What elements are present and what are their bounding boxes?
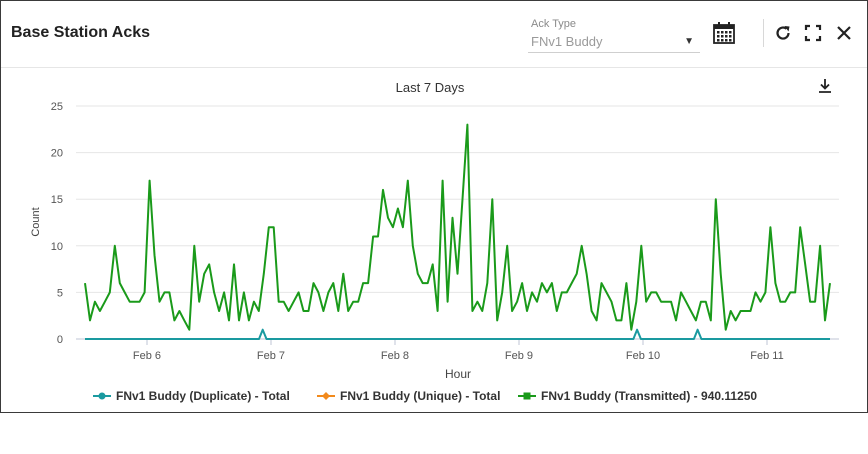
x-tick-label: Feb 6 xyxy=(133,350,161,362)
chart-title: Last 7 Days xyxy=(396,80,465,95)
y-tick-label: 0 xyxy=(57,334,63,346)
refresh-icon xyxy=(773,23,793,43)
x-tick-label: Feb 10 xyxy=(626,350,660,362)
legend-item-transmitted[interactable]: FNv1 Buddy (Transmitted) - 940.11250 xyxy=(518,389,757,403)
ack-type-select[interactable]: Ack Type FNv1 Buddy ▼ xyxy=(528,16,700,53)
y-axis-label: Count xyxy=(30,207,42,236)
header-divider xyxy=(763,19,764,47)
legend-circle-icon xyxy=(93,391,111,401)
refresh-button[interactable] xyxy=(770,20,796,46)
series-line-0[interactable] xyxy=(85,330,830,339)
chart-legend: FNv1 Buddy (Duplicate) - Total FNv1 Budd… xyxy=(1,389,867,407)
ack-type-value: FNv1 Buddy xyxy=(531,34,603,49)
legend-label-duplicate: FNv1 Buddy (Duplicate) - Total xyxy=(116,389,290,403)
close-button[interactable] xyxy=(831,20,857,46)
widget-header: Base Station Acks Ack Type FNv1 Buddy ▼ xyxy=(1,1,867,68)
download-button[interactable] xyxy=(815,76,835,96)
x-axis-label: Hour xyxy=(445,367,471,381)
legend-diamond-icon xyxy=(317,391,335,401)
calendar-icon xyxy=(713,22,735,44)
calendar-button[interactable] xyxy=(711,20,737,46)
y-tick-label: 15 xyxy=(51,194,63,206)
x-tick-label: Feb 9 xyxy=(505,350,533,362)
close-icon xyxy=(836,25,852,41)
fullscreen-icon xyxy=(804,24,822,42)
caret-down-icon: ▼ xyxy=(684,36,694,47)
x-tick-label: Feb 8 xyxy=(381,350,409,362)
widget-title: Base Station Acks xyxy=(11,24,150,42)
legend-label-transmitted: FNv1 Buddy (Transmitted) - 940.11250 xyxy=(541,389,757,403)
legend-label-unique: FNv1 Buddy (Unique) - Total xyxy=(340,389,500,403)
legend-item-duplicate[interactable]: FNv1 Buddy (Duplicate) - Total xyxy=(93,389,290,403)
ack-type-label: Ack Type xyxy=(531,18,576,30)
y-tick-label: 10 xyxy=(51,241,63,253)
y-tick-label: 5 xyxy=(57,287,63,299)
legend-square-icon xyxy=(518,391,536,401)
x-tick-label: Feb 11 xyxy=(750,350,783,362)
x-tick-label: Feb 7 xyxy=(257,350,285,362)
y-tick-label: 20 xyxy=(51,148,63,160)
legend-item-unique[interactable]: FNv1 Buddy (Unique) - Total xyxy=(317,389,500,403)
widget-panel: Base Station Acks Ack Type FNv1 Buddy ▼ xyxy=(0,0,868,413)
y-tick-label: 25 xyxy=(51,101,63,113)
fullscreen-button[interactable] xyxy=(800,20,826,46)
series-line-2[interactable] xyxy=(85,125,830,330)
